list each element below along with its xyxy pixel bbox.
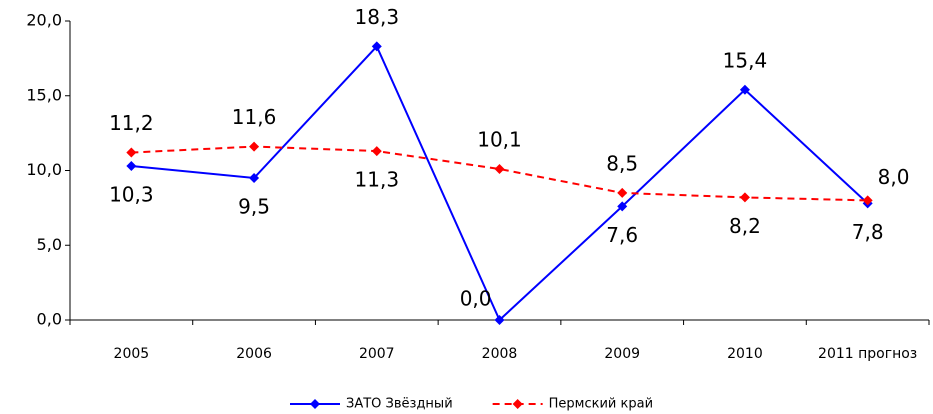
- legend-marker: [310, 399, 320, 409]
- y-tick-label: 20,0: [26, 11, 62, 30]
- x-tick-label: 2005: [114, 346, 150, 362]
- point: [249, 172, 260, 183]
- legend-label: ЗАТО Звёздный: [346, 397, 453, 412]
- value-label: 0,0: [460, 287, 492, 311]
- x-tick-label: 2006: [236, 346, 272, 362]
- point: [739, 84, 750, 95]
- point: [494, 164, 505, 175]
- x-tick-label: 2010: [727, 346, 763, 362]
- value-label: 7,6: [606, 223, 638, 247]
- x-tick-label: 2009: [604, 346, 640, 362]
- y-tick-label: 10,0: [26, 160, 62, 179]
- value-label: 11,2: [109, 111, 154, 135]
- value-label: 15,4: [723, 48, 768, 72]
- point: [617, 201, 628, 212]
- point: [739, 192, 750, 203]
- x-tick-label: 2008: [482, 346, 518, 362]
- x-tick-label: 2007: [359, 346, 395, 362]
- point: [617, 187, 628, 198]
- value-label: 8,2: [729, 214, 761, 238]
- value-label: 18,3: [355, 5, 400, 29]
- value-label: 11,6: [232, 105, 277, 129]
- x-tick-label: 2011 прогноз: [818, 346, 917, 362]
- point: [494, 315, 505, 325]
- value-label: 8,5: [606, 151, 638, 175]
- y-tick-label: 5,0: [37, 235, 62, 254]
- point: [249, 141, 260, 152]
- legend-label: Пермский край: [549, 397, 653, 412]
- point: [371, 146, 382, 157]
- series-line: [131, 44, 869, 322]
- value-label: 7,8: [852, 220, 884, 244]
- value-label: 10,3: [109, 183, 154, 207]
- legend-marker: [512, 399, 523, 409]
- point: [371, 41, 382, 52]
- point: [862, 195, 873, 206]
- y-tick-label: 0,0: [37, 310, 62, 329]
- point: [126, 161, 137, 172]
- value-label: 11,3: [355, 168, 400, 192]
- value-label: 9,5: [238, 194, 270, 218]
- value-label: 8,0: [878, 165, 910, 189]
- y-tick-label: 15,0: [26, 85, 62, 104]
- value-label: 10,1: [477, 128, 522, 152]
- point: [126, 147, 137, 158]
